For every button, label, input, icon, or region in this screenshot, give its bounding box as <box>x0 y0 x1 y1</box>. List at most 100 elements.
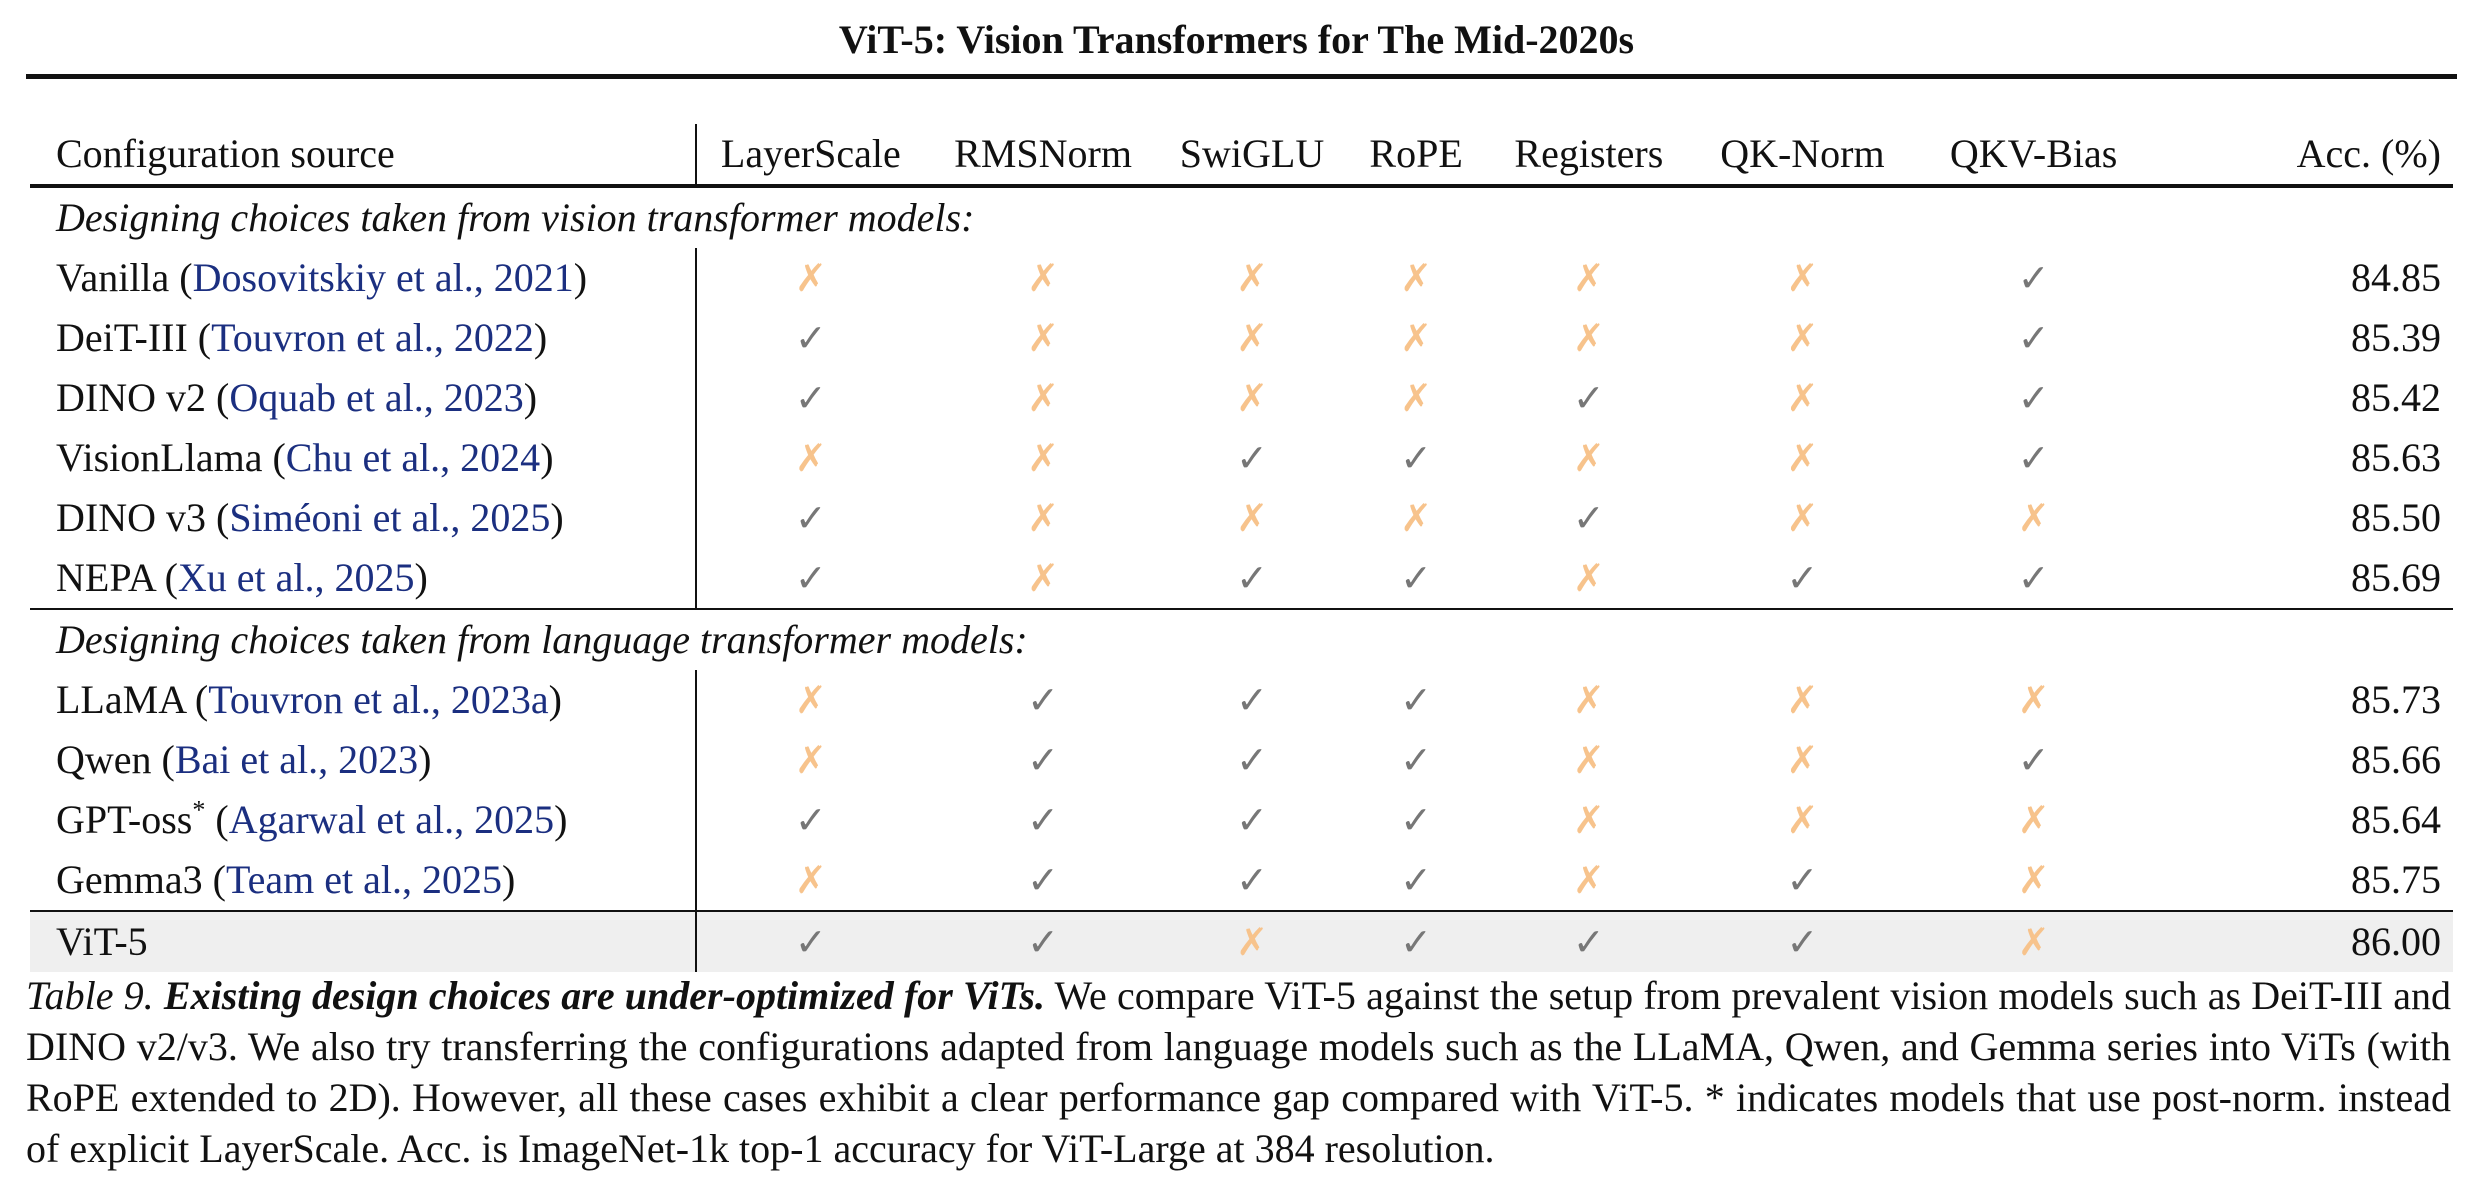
config-source-cell: LLaMA (Touvron et al., 2023a) <box>30 670 698 730</box>
cross-icon-qkv-bias: ✗ <box>2017 798 2050 842</box>
citation-link[interactable]: Dosovitskiy et al., 2021 <box>192 255 574 300</box>
citation-link[interactable]: Oquab et al., 2023 <box>229 375 524 420</box>
accuracy-value: 85.63 <box>2351 435 2441 480</box>
cell-swiglu: ✗ <box>1162 308 1342 368</box>
cross-icon-rmsnorm: ✗ <box>1027 376 1059 420</box>
config-source-cell: NEPA (Xu et al., 2025) <box>30 548 698 609</box>
cell-swiglu: ✓ <box>1162 790 1342 850</box>
check-icon-swiglu: ✓ <box>1236 678 1268 722</box>
cross-icon-qk-norm: ✗ <box>1786 496 1819 540</box>
cell-rmsnorm: ✓ <box>924 730 1161 790</box>
cell-rmsnorm: ✓ <box>924 850 1161 911</box>
cell-rope: ✓ <box>1342 730 1490 790</box>
accuracy-value: 85.39 <box>2351 315 2441 360</box>
cross-icon-registers: ✗ <box>1572 738 1605 782</box>
column-header-layerscale: LayerScale <box>696 124 925 188</box>
accuracy-value: 84.85 <box>2351 255 2441 300</box>
cell-registers: ✓ <box>1489 910 1688 972</box>
cell-registers: ✗ <box>1490 548 1688 609</box>
check-icon-rmsnorm: ✓ <box>1027 858 1059 902</box>
cross-icon-rope: ✗ <box>1400 256 1432 300</box>
config-source-cell: DINO v3 (Siméoni et al., 2025) <box>30 488 698 548</box>
citation-link[interactable]: Touvron et al., 2022 <box>211 315 534 360</box>
citation-link[interactable]: Bai et al., 2023 <box>174 737 419 782</box>
cross-icon-rope: ✗ <box>1400 496 1432 540</box>
cell-qkv-bias: ✓ <box>1917 248 2150 308</box>
cell-rope: ✓ <box>1342 850 1490 911</box>
citation-link[interactable]: Siméoni et al., 2025 <box>229 495 551 540</box>
check-icon-layerscale: ✓ <box>794 556 827 600</box>
cell-qkv-bias: ✓ <box>1917 428 2150 488</box>
cross-icon-qkv-bias: ✗ <box>2017 920 2050 964</box>
cell-rmsnorm: ✗ <box>924 428 1161 488</box>
cell-registers: ✗ <box>1490 670 1688 730</box>
table-header-row: Configuration source LayerScale RMSNorm … <box>30 124 2453 188</box>
citation-close: ) <box>550 495 564 540</box>
cross-icon-rope: ✗ <box>1400 376 1432 420</box>
cell-swiglu: ✓ <box>1162 850 1342 911</box>
citation-close: ) <box>554 797 568 842</box>
cross-icon-rmsnorm: ✗ <box>1027 316 1059 360</box>
cell-qk-norm: ✗ <box>1688 368 1917 428</box>
check-icon-qkv-bias: ✓ <box>2017 376 2050 420</box>
cross-icon-swiglu: ✗ <box>1236 376 1268 420</box>
cell-qk-norm: ✗ <box>1688 308 1917 368</box>
cross-icon-registers: ✗ <box>1572 798 1605 842</box>
table-row: LLaMA (Touvron et al., 2023a) ✗ ✓ ✓ ✓ ✗ ✗ ✗ 85.7… <box>30 670 2453 730</box>
check-icon-swiglu: ✓ <box>1236 738 1268 782</box>
citation-link[interactable]: Chu et al., 2024 <box>285 435 541 480</box>
cell-qkv-bias: ✗ <box>1917 850 2150 911</box>
table-caption: Table 9. Existing design choices are und… <box>26 970 2451 1174</box>
check-icon-rmsnorm: ✓ <box>1027 798 1059 842</box>
citation-link[interactable]: Xu et al., 2025 <box>177 555 415 600</box>
model-name: NEPA ( <box>56 555 178 600</box>
cell-registers: ✗ <box>1490 308 1688 368</box>
citation-link[interactable]: Team et al., 2025 <box>225 857 502 902</box>
cross-icon-layerscale: ✗ <box>794 436 827 480</box>
model-name: Gemma3 ( <box>56 857 226 902</box>
cell-rope: ✗ <box>1342 368 1490 428</box>
cell-swiglu: ✓ <box>1162 428 1342 488</box>
check-icon-rmsnorm: ✓ <box>1027 920 1059 964</box>
cell-qk-norm: ✗ <box>1688 730 1917 790</box>
check-icon-swiglu: ✓ <box>1236 556 1268 600</box>
cell-swiglu: ✓ <box>1162 730 1342 790</box>
column-header-rope: RoPE <box>1342 124 1490 188</box>
column-header-rmsnorm: RMSNorm <box>924 124 1162 188</box>
check-icon-layerscale: ✓ <box>794 798 827 842</box>
citation-link[interactable]: Touvron et al., 2023a <box>208 677 549 722</box>
check-icon-qkv-bias: ✓ <box>2017 316 2050 360</box>
cell-registers: ✗ <box>1490 428 1688 488</box>
cross-icon-layerscale: ✗ <box>794 256 827 300</box>
table-row: DINO v3 (Siméoni et al., 2025) ✓ ✗ ✗ ✗ ✓ ✗ ✗ 85.… <box>30 488 2453 548</box>
cell-layerscale: ✗ <box>696 248 924 308</box>
section-heading: Designing choices taken from vision tran… <box>56 195 975 240</box>
cross-icon-registers: ✗ <box>1572 316 1605 360</box>
cell-qk-norm: ✗ <box>1688 670 1917 730</box>
table-row: Vanilla (Dosovitskiy et al., 2021) ✗ ✗ ✗ ✗ ✗ ✗… <box>30 248 2453 308</box>
check-icon-qk-norm: ✓ <box>1786 858 1819 902</box>
check-icon-rope: ✓ <box>1400 858 1432 902</box>
cell-qkv-bias: ✗ <box>1917 488 2150 548</box>
cell-rope: ✗ <box>1342 308 1490 368</box>
cross-icon-layerscale: ✗ <box>794 858 827 902</box>
caption-body: We compare ViT-5 against the setup from … <box>26 973 2452 1171</box>
table-row: GPT-oss* (Agarwal et al., 2025) ✓ ✓ ✓ ✓ ✗ ✗ ✗ 85… <box>30 790 2453 850</box>
cell-qk-norm: ✗ <box>1688 248 1917 308</box>
accuracy-value: 85.69 <box>2351 555 2441 600</box>
cell-qkv-bias: ✗ <box>1917 910 2151 972</box>
cross-icon-qkv-bias: ✗ <box>2017 496 2050 540</box>
cell-registers: ✗ <box>1490 730 1688 790</box>
accuracy-value: 85.75 <box>2351 857 2441 902</box>
check-icon-qkv-bias: ✓ <box>2017 556 2050 600</box>
cross-icon-rmsnorm: ✗ <box>1027 556 1059 600</box>
config-source-cell: GPT-oss* (Agarwal et al., 2025) <box>30 790 698 850</box>
model-name: LLaMA ( <box>56 677 209 722</box>
cell-layerscale: ✓ <box>696 790 924 850</box>
model-name: DeiT-III ( <box>56 315 212 360</box>
cell-qkv-bias: ✗ <box>1917 790 2150 850</box>
cell-qkv-bias: ✓ <box>1917 368 2150 428</box>
citation-link[interactable]: Agarwal et al., 2025 <box>228 797 555 842</box>
model-name: Qwen ( <box>56 737 175 782</box>
citation-close: ) <box>573 255 588 300</box>
